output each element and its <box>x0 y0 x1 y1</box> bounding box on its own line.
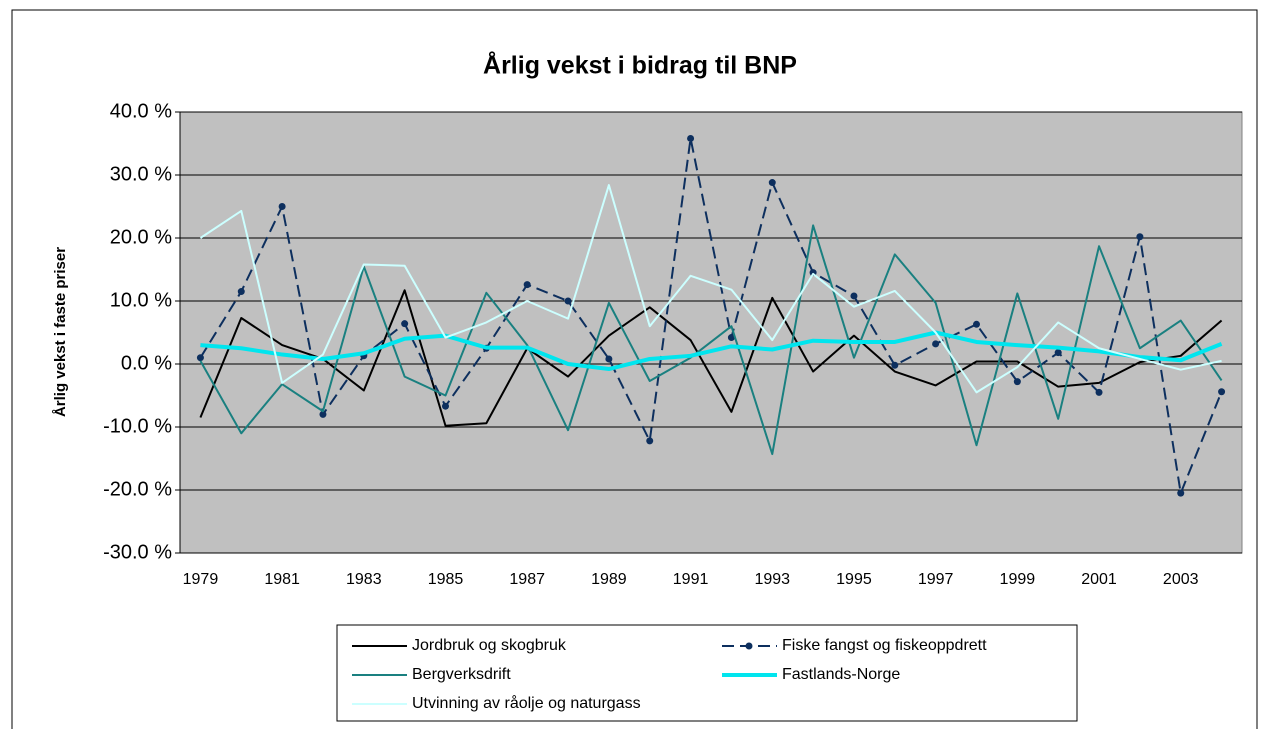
data-point <box>564 297 572 305</box>
legend <box>336 624 1078 722</box>
x-tick-label: 1985 <box>428 571 464 588</box>
data-point <box>727 334 735 342</box>
x-tick-label: 2001 <box>1081 571 1117 588</box>
x-tick-label: 1987 <box>509 571 545 588</box>
data-point <box>605 355 613 363</box>
data-point <box>768 179 776 187</box>
data-point <box>891 361 899 369</box>
data-point <box>932 340 940 348</box>
x-tick-label: 1979 <box>183 571 219 588</box>
x-tick-label: 1995 <box>836 571 872 588</box>
legend-label: Utvinning av råolje og naturgass <box>412 694 641 712</box>
data-point <box>1218 388 1226 396</box>
y-tick-label: 20.0 % <box>110 226 172 248</box>
series-line <box>199 137 1223 495</box>
x-tick-label: 1991 <box>673 571 709 588</box>
data-point <box>973 320 980 328</box>
y-tick-label: 0.0 % <box>121 352 172 374</box>
data-point <box>1136 233 1144 241</box>
x-tick-label: 1983 <box>346 571 382 588</box>
series-line <box>199 224 1223 456</box>
data-point <box>237 288 245 296</box>
series-line <box>200 330 1223 372</box>
series-line <box>199 289 1223 427</box>
x-tick-label: 1999 <box>1000 571 1036 588</box>
data-point <box>1013 378 1021 386</box>
series-line <box>199 184 1222 394</box>
y-tick-label: -20.0 % <box>103 478 172 500</box>
y-axis-label: Årlig vekst i faste priser <box>52 247 69 417</box>
y-tick-label: 10.0 % <box>110 289 172 311</box>
data-point <box>319 410 327 418</box>
legend-label: Fastlands-Norge <box>782 666 900 683</box>
chart-title: Årlig vekst i bidrag til BNP <box>483 51 797 80</box>
legend-label: Jordbruk og skogbruk <box>412 637 567 654</box>
data-point <box>1177 489 1185 497</box>
y-tick-label: -30.0 % <box>103 541 172 563</box>
data-point <box>646 437 654 445</box>
legend-label: Bergverksdrift <box>412 666 511 683</box>
plot-area <box>179 111 1243 554</box>
data-point <box>401 320 409 328</box>
data-point <box>523 281 531 289</box>
y-tick-label: 30.0 % <box>110 163 172 185</box>
x-tick-label: 2003 <box>1163 571 1199 588</box>
y-tick-label: -10.0 % <box>103 415 172 437</box>
x-tick-label: 1989 <box>591 571 627 588</box>
x-tick-label: 1981 <box>264 571 300 588</box>
data-point <box>278 203 286 210</box>
data-point <box>850 292 858 300</box>
x-tick-label: 1993 <box>754 571 790 588</box>
data-point <box>687 134 695 142</box>
data-point <box>1054 349 1062 357</box>
y-tick-label: 40.0 % <box>110 100 172 122</box>
data-point <box>1095 388 1103 396</box>
legend-marker <box>745 642 753 650</box>
data-point <box>196 354 204 362</box>
legend-label: Fiske fangst og fiskeoppdrett <box>782 637 987 654</box>
data-point <box>442 402 449 410</box>
x-tick-label: 1997 <box>918 571 954 588</box>
